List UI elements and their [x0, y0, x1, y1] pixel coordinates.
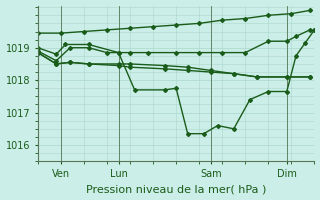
X-axis label: Pression niveau de la mer( hPa ): Pression niveau de la mer( hPa ) [86, 184, 266, 194]
